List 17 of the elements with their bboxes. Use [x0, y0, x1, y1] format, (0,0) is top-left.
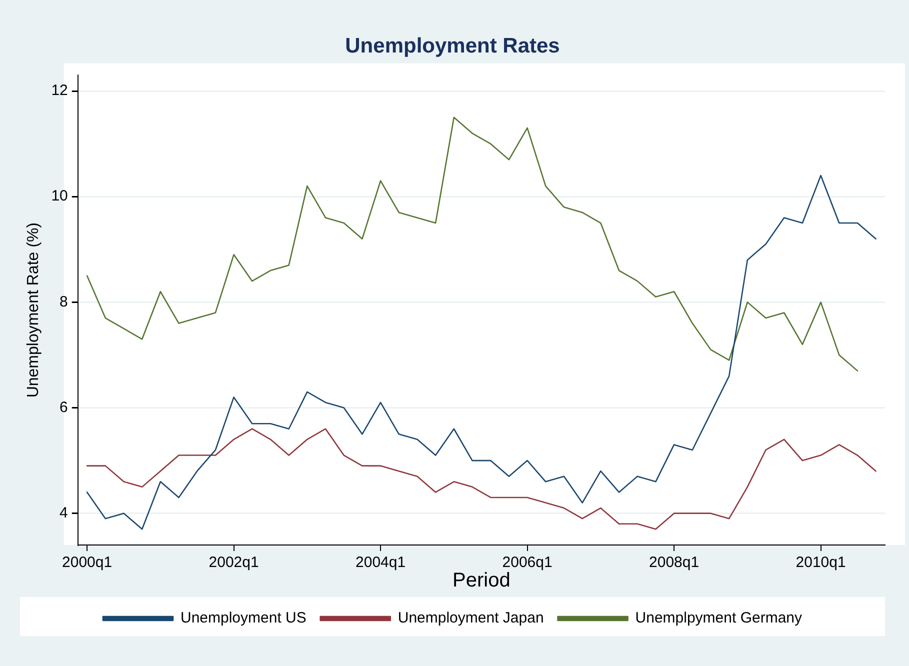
x-tick-label: 2002q1 — [208, 554, 259, 572]
x-tick-label: 2004q1 — [356, 554, 406, 572]
chart-title: Unemployment Rates — [345, 34, 560, 58]
x-axis-title: Period — [452, 570, 510, 592]
legend-label: Unemployment Japan — [398, 610, 544, 627]
x-tick-label: 2006q1 — [502, 554, 552, 572]
x-tick-label: 2000q1 — [62, 554, 112, 572]
x-tick-label: 2010q1 — [796, 554, 846, 572]
y-tick-label: 12 — [51, 82, 68, 100]
x-tick-label: 2008q1 — [649, 554, 700, 572]
y-tick-label: 10 — [51, 188, 68, 205]
y-tick-label: 6 — [60, 398, 68, 416]
y-axis-title: Unemployment Rate (%) — [25, 222, 42, 398]
y-tick-label: 8 — [60, 293, 68, 310]
legend-label: Unemplpyment Germany — [635, 610, 803, 627]
legend-label: Unemployment US — [180, 610, 306, 627]
y-tick-label: 4 — [60, 504, 68, 522]
